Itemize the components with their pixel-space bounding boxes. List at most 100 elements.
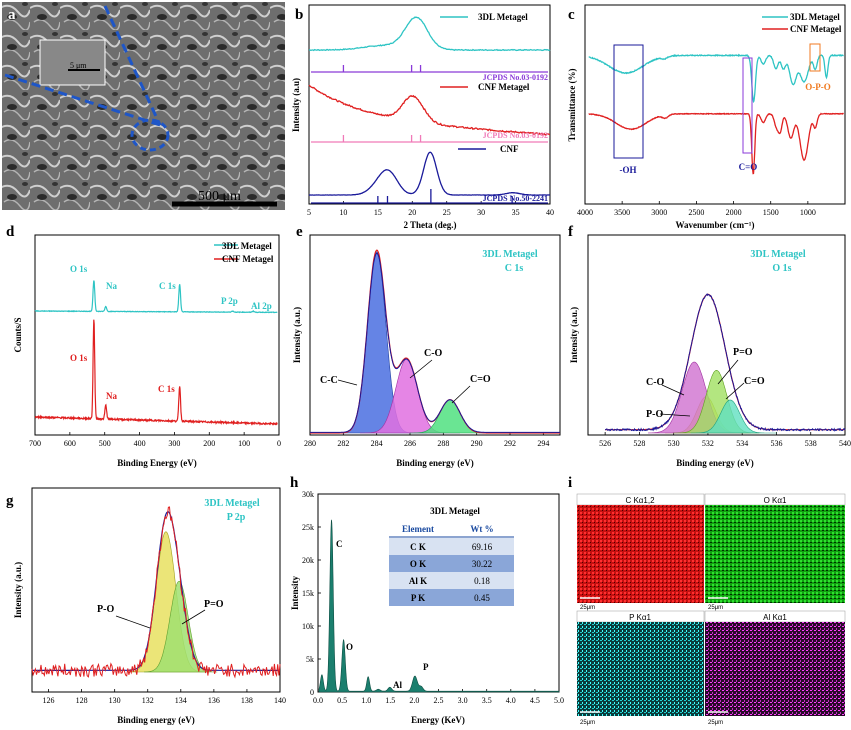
- ftir-x-tick-label: 2000: [726, 208, 742, 217]
- p2p-x-tick-label: 130: [109, 696, 121, 705]
- legend-3dl-b: 3DL Metagel: [478, 12, 528, 22]
- arrow-peqo-f: [717, 359, 739, 385]
- panel-letter-i: i: [568, 475, 572, 491]
- panel-e: e Intensity (a.u.) Binding energy (eV) 2…: [292, 224, 561, 468]
- ftir-x-tick-label: 3000: [651, 208, 667, 217]
- arrow-cc: [337, 379, 358, 386]
- ann-opo: O-P-O: [805, 82, 831, 92]
- table-cell: 0.45: [474, 593, 490, 603]
- eds-y-tick-label: 15k: [302, 589, 314, 598]
- inset-scale-label: 5 μm: [70, 61, 87, 70]
- xps-x-tick-label: 0: [277, 439, 281, 448]
- eds-y-tick-label: 0: [310, 688, 314, 697]
- arrow-co-e: [409, 359, 433, 379]
- co-box: [742, 57, 753, 154]
- ylabel-g: Intensity (a.u.): [13, 562, 23, 618]
- series-cnf-xrd: [308, 151, 550, 196]
- xlabel-d: Binding Energy (eV): [117, 458, 197, 468]
- p2p-x-tick-label: 140: [274, 696, 286, 705]
- o1s-x-tick-label: 538: [805, 439, 817, 448]
- eds-y-tick-label: 25k: [302, 523, 314, 532]
- title-f-1: 3DL Metagel: [750, 249, 805, 260]
- ylabel-h: Intensity: [290, 576, 300, 611]
- table-row: C K 69.16: [389, 538, 514, 555]
- o1s-x-tick-label: 540: [839, 439, 851, 448]
- ylabel-f: Intensity (a.u.): [569, 307, 579, 363]
- arrow-ceqo-f: [725, 382, 745, 400]
- plot-frame-d: [34, 234, 280, 436]
- xlabel-b: 2 Theta (deg.): [403, 220, 456, 230]
- table-row-bg: [389, 555, 514, 572]
- peak-label-c: C: [336, 539, 343, 549]
- arrow-po-g: [115, 615, 151, 629]
- peak-ceqo-f: [690, 399, 777, 434]
- ref-label-1: JCPDS No.03-0192: [483, 73, 548, 82]
- xrd-x-tick-label: 40: [546, 208, 554, 217]
- series-3dl-xps: [34, 280, 278, 314]
- title-f-2: O 1s: [772, 263, 791, 274]
- arrow-peqo-g: [181, 609, 206, 625]
- panel-f: f Intensity (a.u.) Binding energy (eV) 5…: [568, 224, 851, 468]
- plot-frame-b: [308, 4, 551, 205]
- eds-x-tick-label: 4.0: [506, 696, 516, 705]
- table-header-bg: [389, 520, 514, 537]
- ref-label-3: JCPDS No.50-2241: [483, 194, 548, 203]
- xticks-g: 126 128 130 132 134 136 138 140: [43, 689, 286, 705]
- table-row-bg: [389, 538, 514, 555]
- ylabel-b: Intensity (a.u): [291, 78, 301, 132]
- zoom-circle: [130, 118, 170, 152]
- legend-cnfm-b: CNF Metagel: [478, 82, 530, 92]
- table-cell: 30.22: [472, 559, 492, 569]
- label-peqo-f: P=O: [733, 347, 753, 358]
- ylabel-d: Counts/S: [13, 317, 23, 352]
- xrd-x-tick-label: 25: [443, 208, 451, 217]
- eds-x-tick-label: 3.0: [458, 696, 468, 705]
- p2p-x-tick-label: 132: [142, 696, 154, 705]
- fit-envelope-e: [310, 249, 560, 434]
- map-aluminum: [705, 622, 845, 716]
- label-co-e: C-O: [424, 348, 443, 359]
- eds-x-tick-label: 2.0: [409, 696, 419, 705]
- scale-strip-o: [705, 603, 845, 611]
- xrd-x-tick-label: 30: [477, 208, 485, 217]
- ann-p2p-top: P 2p: [221, 296, 238, 306]
- xps-x-tick-label: 600: [64, 439, 76, 448]
- xlabel-h: Energy (KeV): [411, 715, 465, 725]
- scale-label: 500 μm: [198, 189, 241, 204]
- c1s-x-tick-label: 280: [304, 439, 316, 448]
- eds-x-tick-label: 0.0: [313, 696, 323, 705]
- table-cell: 69.16: [472, 542, 493, 552]
- ftir-x-tick-label: 3500: [614, 208, 630, 217]
- xrd-x-tick-label: 5: [307, 208, 311, 217]
- scale-strip-p: [577, 716, 704, 726]
- panel-letter-c: c: [568, 7, 575, 23]
- xlabel-f: Binding energy (eV): [676, 458, 754, 468]
- c1s-x-tick-label: 288: [437, 439, 449, 448]
- c1s-x-tick-label: 294: [537, 439, 549, 448]
- title-g-2: P 2p: [227, 512, 246, 523]
- xrd-x-tick-label: 15: [374, 208, 382, 217]
- p2p-x-tick-label: 126: [43, 696, 55, 705]
- ann-o1s-top: O 1s: [70, 264, 88, 274]
- xlabel-c: Wavenumber (cm⁻¹): [675, 220, 754, 230]
- panel-c: c Transmittance (%) Wavenumber (cm⁻¹) 40…: [567, 4, 846, 230]
- yticks-h: 0 5k 10k 15k 20k 25k 30k: [302, 490, 321, 697]
- ann-c1s-bottom: C 1s: [158, 384, 175, 394]
- eds-spectrum: [318, 519, 560, 693]
- eds-y-tick-label: 30k: [302, 490, 314, 499]
- ftir-x-tick-label: 1500: [763, 208, 779, 217]
- ann-na-top: Na: [106, 281, 117, 291]
- eds-x-tick-label: 5.0: [554, 696, 564, 705]
- opo-box: [809, 43, 821, 72]
- raw-e: [310, 252, 560, 433]
- c1s-x-tick-label: 292: [504, 439, 516, 448]
- panel-i: i C Kα1,2 O Kα1 25μm 25μm P Kα1 Al Kα1 2…: [568, 475, 846, 726]
- legend-cnf-b: CNF: [500, 144, 519, 154]
- o1s-x-tick-label: 526: [599, 439, 611, 448]
- peak-label-o: O: [346, 642, 353, 652]
- xticks-f: 526 528 530 532 534 536 538 540: [599, 432, 851, 448]
- legend-3dl-d: 3DL Metagel: [222, 241, 272, 251]
- xps-x-tick-label: 500: [99, 439, 111, 448]
- eds-y-tick-label: 10k: [302, 622, 314, 631]
- ref-label-2: JCPDS No.03-0192: [483, 131, 548, 140]
